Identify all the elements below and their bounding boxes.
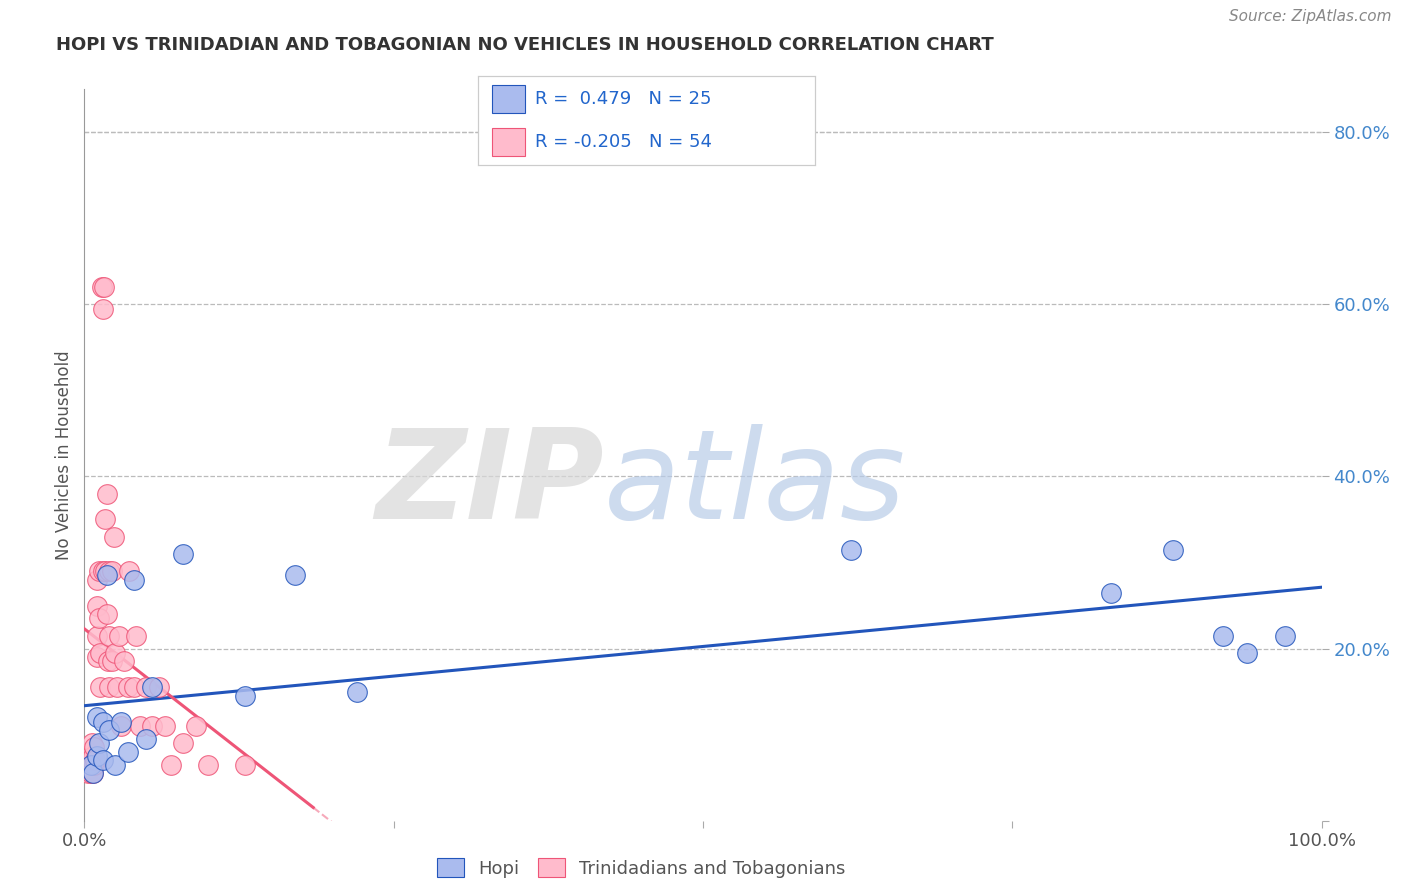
Point — [89, 680, 111, 694]
Point — [1212, 629, 1234, 643]
Point — [118, 564, 141, 578]
Text: R =  0.479   N = 25: R = 0.479 N = 25 — [536, 90, 711, 108]
Point — [141, 719, 163, 733]
Point — [1099, 585, 1122, 599]
Point — [90, 280, 112, 294]
Point — [91, 301, 114, 316]
FancyBboxPatch shape — [492, 128, 526, 156]
Point — [284, 568, 307, 582]
Point — [98, 564, 121, 578]
Point — [86, 650, 108, 665]
Point — [82, 749, 104, 764]
Text: HOPI VS TRINIDADIAN AND TOBAGONIAN NO VEHICLES IN HOUSEHOLD CORRELATION CHART: HOPI VS TRINIDADIAN AND TOBAGONIAN NO VE… — [56, 36, 994, 54]
Y-axis label: No Vehicles in Household: No Vehicles in Household — [55, 350, 73, 560]
Point — [104, 646, 127, 660]
Point — [110, 719, 132, 733]
Point — [141, 680, 163, 694]
Point — [91, 753, 114, 767]
Point — [80, 736, 103, 750]
Point — [83, 757, 105, 772]
Point — [97, 655, 120, 669]
Point — [79, 757, 101, 772]
Point — [94, 512, 117, 526]
Point — [79, 745, 101, 759]
Text: ZIP: ZIP — [375, 424, 605, 545]
Point — [1274, 629, 1296, 643]
Point — [103, 530, 125, 544]
Point — [98, 680, 121, 694]
Point — [100, 564, 122, 578]
Point — [98, 629, 121, 643]
Text: atlas: atlas — [605, 424, 905, 545]
Point — [1236, 646, 1258, 660]
Point — [89, 736, 111, 750]
Point — [79, 766, 101, 780]
Point — [110, 714, 132, 729]
Legend: Hopi, Trinidadians and Tobagonians: Hopi, Trinidadians and Tobagonians — [430, 851, 852, 885]
Point — [86, 629, 108, 643]
Point — [82, 766, 104, 780]
Point — [84, 753, 107, 767]
Point — [117, 680, 139, 694]
Point — [82, 766, 104, 780]
Point — [94, 564, 117, 578]
Point — [122, 680, 145, 694]
Point — [233, 757, 256, 772]
Point — [841, 542, 863, 557]
Point — [100, 655, 122, 669]
Point — [86, 573, 108, 587]
Point — [80, 753, 103, 767]
Point — [346, 684, 368, 698]
Point — [89, 564, 111, 578]
Point — [93, 280, 115, 294]
Point — [122, 573, 145, 587]
Text: R = -0.205   N = 54: R = -0.205 N = 54 — [536, 133, 713, 151]
Point — [184, 719, 207, 733]
Point — [153, 719, 176, 733]
Point — [172, 736, 194, 750]
Point — [83, 740, 105, 755]
Point — [105, 680, 128, 694]
Point — [86, 749, 108, 764]
Point — [89, 646, 111, 660]
Point — [77, 757, 100, 772]
Point — [86, 599, 108, 613]
Point — [172, 547, 194, 561]
Point — [233, 689, 256, 703]
Point — [77, 766, 100, 780]
Point — [98, 723, 121, 738]
FancyBboxPatch shape — [492, 85, 526, 113]
Point — [91, 714, 114, 729]
Point — [104, 757, 127, 772]
Point — [160, 757, 183, 772]
Point — [125, 629, 148, 643]
Point — [197, 757, 219, 772]
Point — [135, 680, 157, 694]
Point — [148, 680, 170, 694]
Point — [129, 719, 152, 733]
Point — [1161, 542, 1184, 557]
Point — [89, 611, 111, 625]
Point — [112, 655, 135, 669]
Text: Source: ZipAtlas.com: Source: ZipAtlas.com — [1229, 9, 1392, 24]
Point — [96, 607, 118, 621]
Point — [96, 568, 118, 582]
Point — [117, 745, 139, 759]
Point — [91, 564, 114, 578]
Point — [96, 486, 118, 500]
Point — [135, 731, 157, 746]
Point — [86, 710, 108, 724]
Point — [79, 762, 101, 776]
Point — [108, 629, 131, 643]
